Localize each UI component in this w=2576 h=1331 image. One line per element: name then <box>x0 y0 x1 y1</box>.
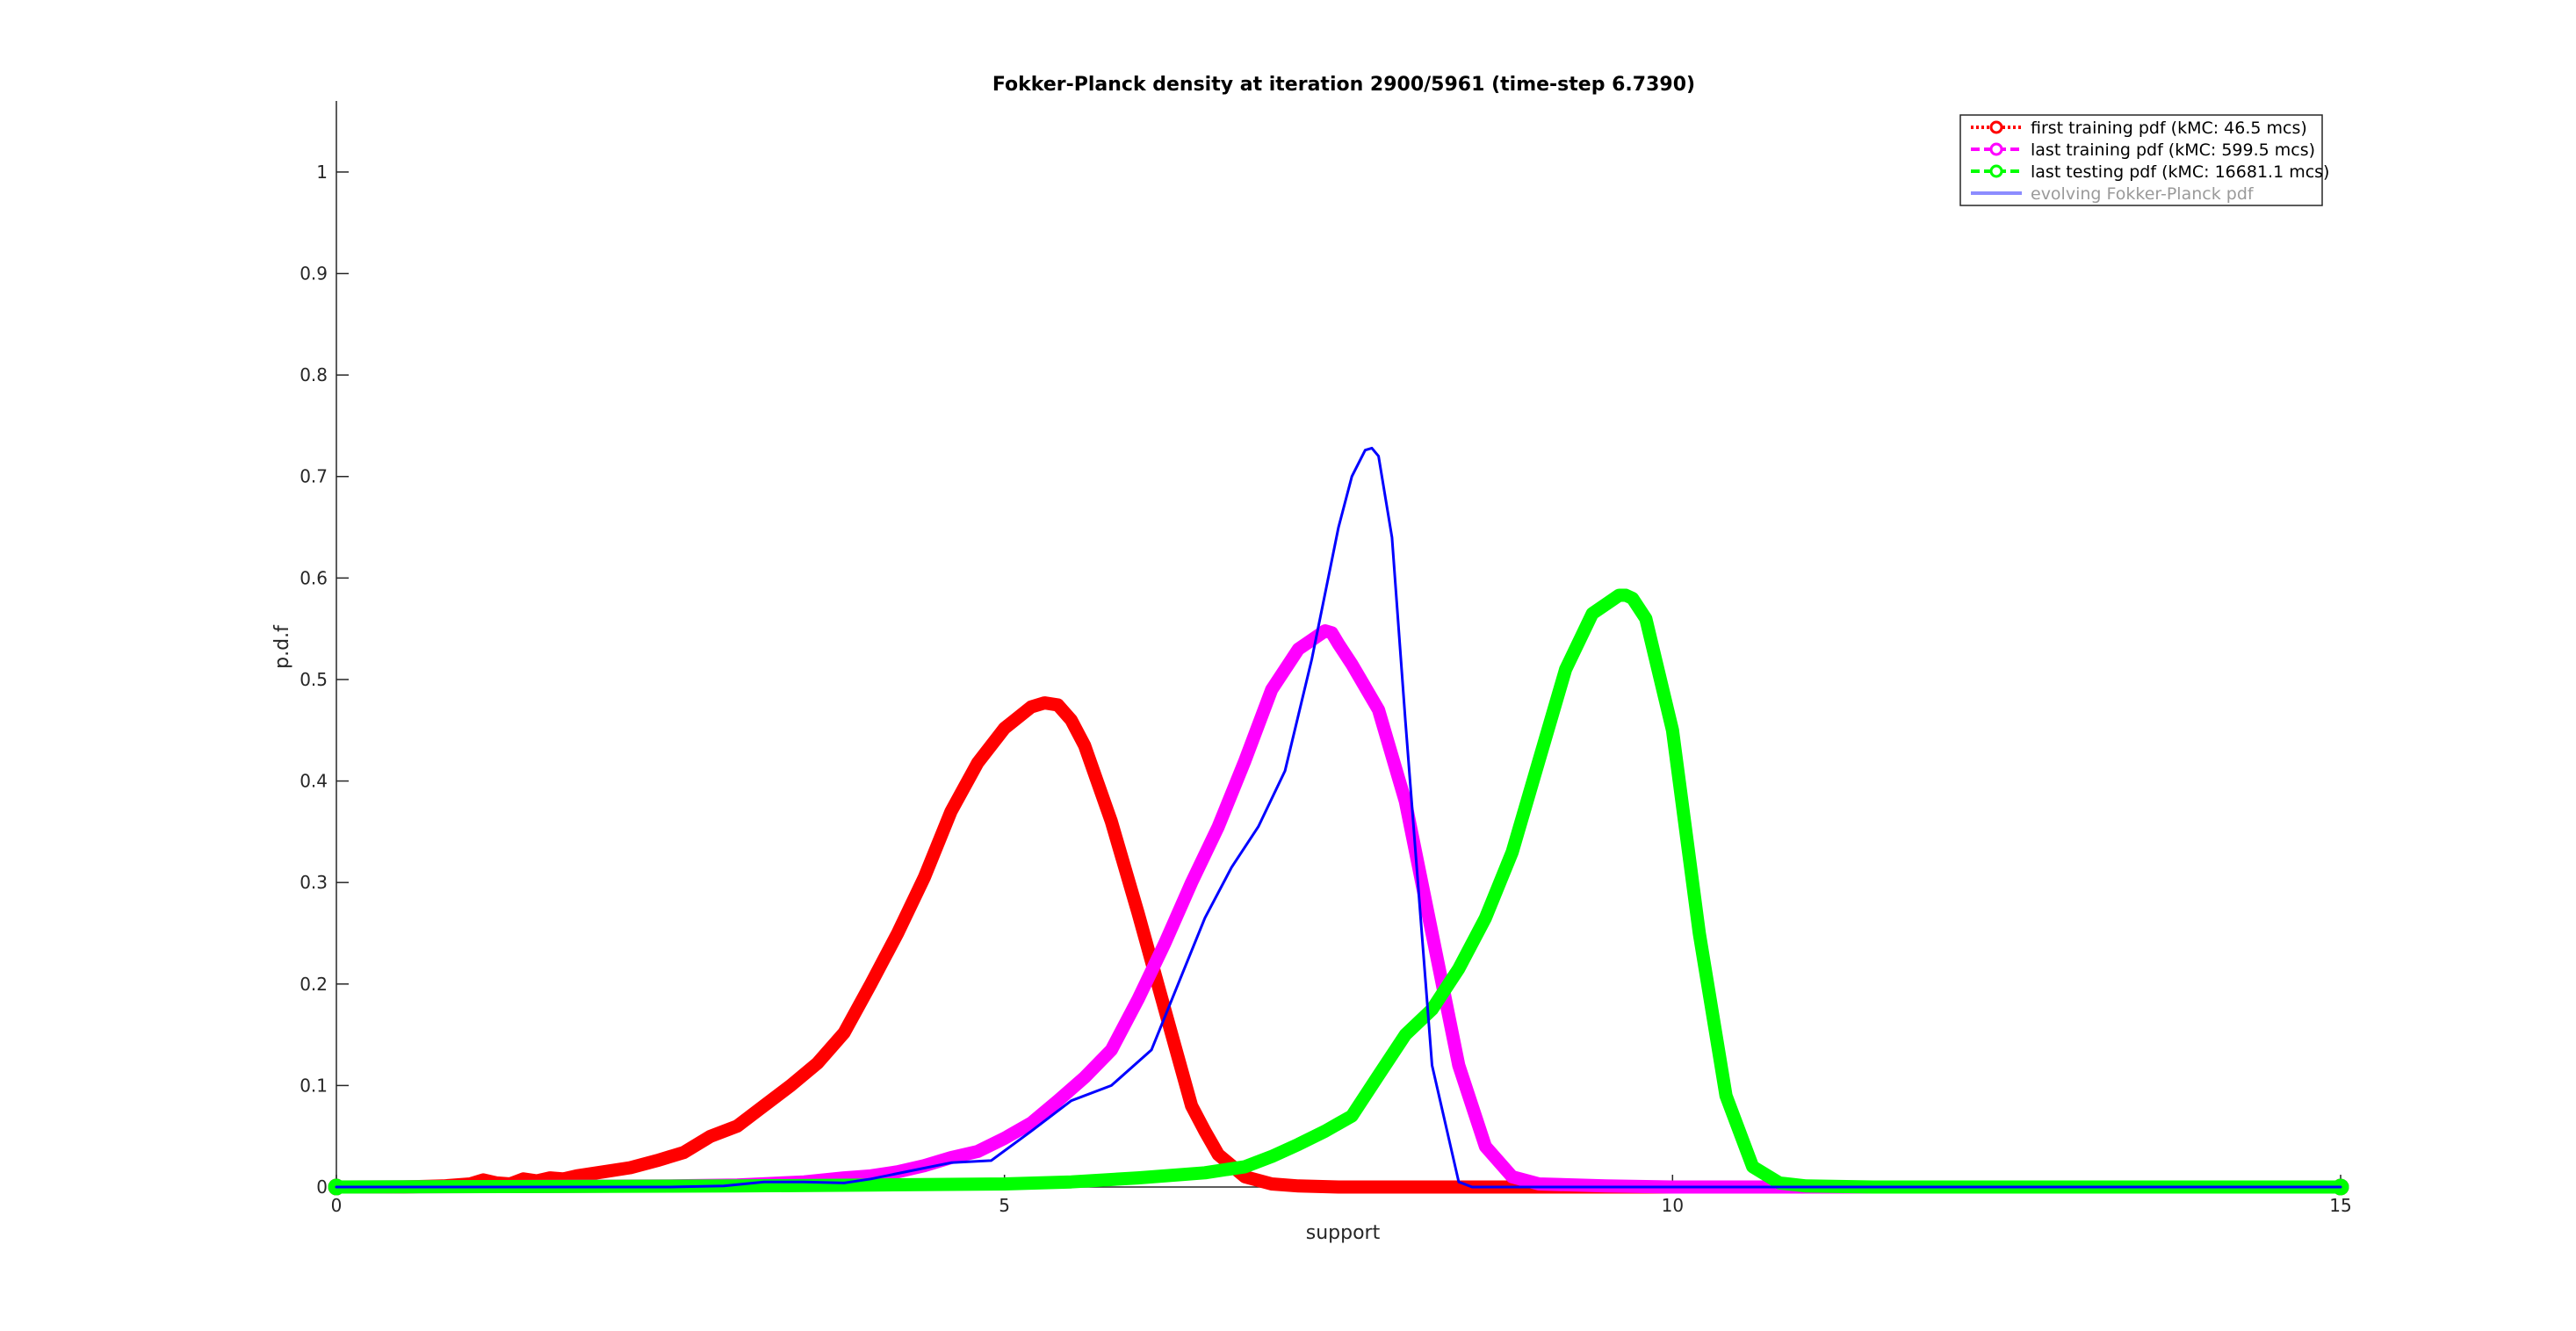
series-line-4 <box>335 446 2342 1189</box>
y-tick-label: 0 <box>316 1176 328 1198</box>
legend-entry-label: last training pdf (kMC: 599.5 mcs) <box>2031 140 2315 160</box>
legend-swatch-marker <box>1989 120 2003 134</box>
y-tick-label: 0.6 <box>299 567 328 588</box>
legend-entry-label: last testing pdf (kMC: 16681.1 mcs) <box>2031 162 2329 182</box>
x-tick-label: 15 <box>2329 1195 2351 1216</box>
y-tick-label: 0.5 <box>299 669 328 690</box>
y-tick-label: 0.4 <box>299 771 328 792</box>
legend-entry-label: evolving Fokker-Planck pdf <box>2031 184 2255 204</box>
y-axis-label: p.d.f <box>271 624 293 669</box>
y-tick-label: 0.9 <box>299 263 328 284</box>
legend-swatch-marker <box>1989 142 2003 156</box>
y-tick-label: 0.7 <box>299 466 328 487</box>
chart-title: Fokker-Planck density at iteration 2900/… <box>992 74 1695 96</box>
legend: first training pdf (kMC: 46.5 mcs) last t… <box>1959 114 2329 206</box>
y-tick-label: 0.2 <box>299 974 328 995</box>
x-axis-label: support <box>1306 1222 1381 1244</box>
y-tick-label: 0.1 <box>299 1075 328 1096</box>
series-line-3 <box>329 588 2348 1194</box>
legend-box <box>1959 114 2323 206</box>
x-tick-label: 10 <box>1662 1195 1684 1216</box>
legend-swatch-marker <box>1989 164 2003 178</box>
y-tick-label: 0.3 <box>299 872 328 893</box>
x-tick-label: 5 <box>999 1195 1010 1216</box>
x-tick-label: 0 <box>331 1195 343 1216</box>
plot-area <box>328 446 2349 1196</box>
y-tick-label: 1 <box>316 162 328 183</box>
legend-entry-label: first training pdf (kMC: 46.5 mcs) <box>2031 119 2307 138</box>
series-line-2 <box>329 624 2348 1194</box>
y-tick-label: 0.8 <box>299 364 328 385</box>
